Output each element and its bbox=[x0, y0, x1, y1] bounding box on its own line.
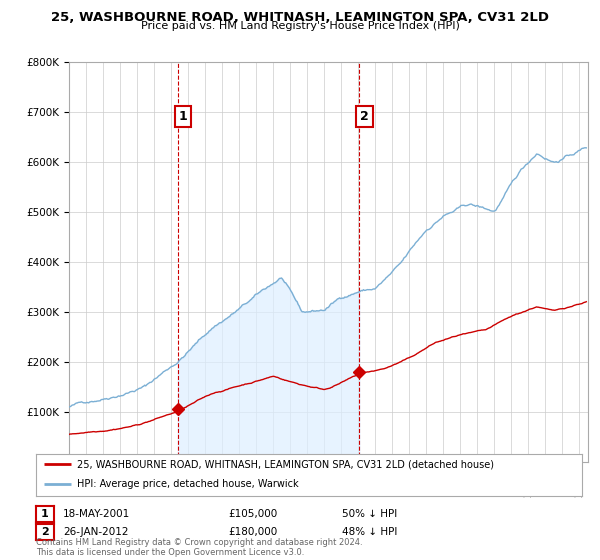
Text: 25, WASHBOURNE ROAD, WHITNASH, LEAMINGTON SPA, CV31 2LD: 25, WASHBOURNE ROAD, WHITNASH, LEAMINGTO… bbox=[51, 11, 549, 24]
Text: 18-MAY-2001: 18-MAY-2001 bbox=[63, 509, 130, 519]
Text: 2: 2 bbox=[360, 110, 369, 123]
Text: £180,000: £180,000 bbox=[228, 527, 277, 537]
Text: 1: 1 bbox=[178, 110, 187, 123]
Text: 50% ↓ HPI: 50% ↓ HPI bbox=[342, 509, 397, 519]
Text: £105,000: £105,000 bbox=[228, 509, 277, 519]
Text: HPI: Average price, detached house, Warwick: HPI: Average price, detached house, Warw… bbox=[77, 479, 299, 489]
Text: 1: 1 bbox=[41, 509, 49, 519]
Text: 2: 2 bbox=[41, 527, 49, 537]
Text: Price paid vs. HM Land Registry's House Price Index (HPI): Price paid vs. HM Land Registry's House … bbox=[140, 21, 460, 31]
Text: 48% ↓ HPI: 48% ↓ HPI bbox=[342, 527, 397, 537]
Text: Contains HM Land Registry data © Crown copyright and database right 2024.
This d: Contains HM Land Registry data © Crown c… bbox=[36, 538, 362, 557]
Text: 26-JAN-2012: 26-JAN-2012 bbox=[63, 527, 128, 537]
Text: 25, WASHBOURNE ROAD, WHITNASH, LEAMINGTON SPA, CV31 2LD (detached house): 25, WASHBOURNE ROAD, WHITNASH, LEAMINGTO… bbox=[77, 459, 494, 469]
